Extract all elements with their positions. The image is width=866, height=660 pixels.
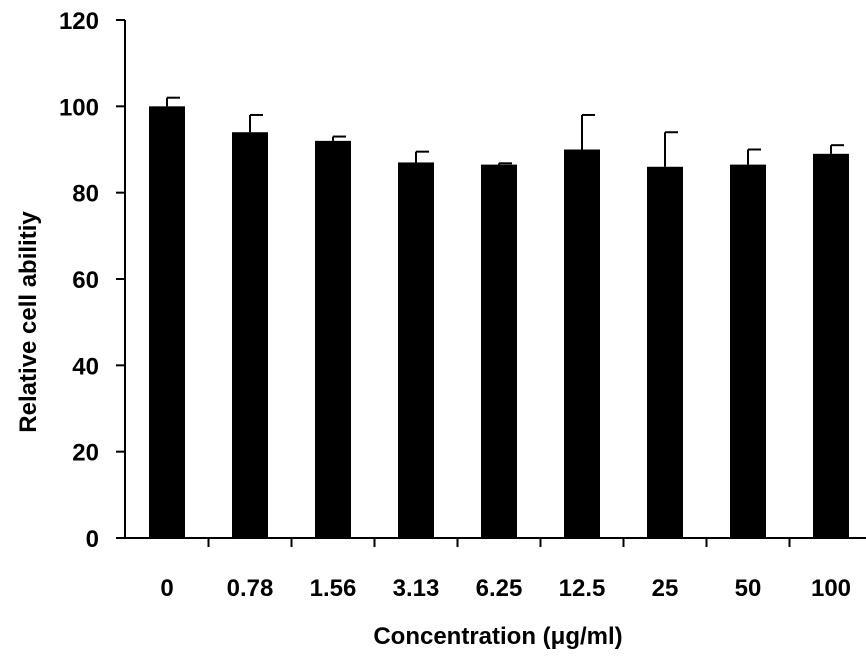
x-tick-label: 0.78 (227, 575, 274, 602)
bar (315, 140, 351, 538)
bar (813, 153, 849, 539)
x-tick-label: 0 (160, 575, 173, 602)
y-tick-label: 20 (72, 440, 99, 467)
bar (149, 106, 185, 538)
error-bars-group (166, 96, 844, 167)
bar (232, 132, 268, 538)
x-tick-label: 50 (735, 575, 762, 602)
x-tick-label: 1.56 (310, 575, 357, 602)
x-tick-label: 6.25 (476, 575, 523, 602)
y-tick-label: 120 (59, 8, 99, 35)
y-tick-label: 100 (59, 94, 99, 121)
bar (647, 166, 683, 538)
x-axis-title: Concentration (μg/ml) (373, 623, 622, 650)
x-tick-label: 12.5 (559, 575, 606, 602)
y-tick-label: 80 (72, 181, 99, 208)
x-tick-label: 100 (811, 575, 851, 602)
bars-group (149, 106, 849, 539)
bar (564, 149, 600, 538)
x-axis: 0 0.78 1.56 3.13 6.25 12.5 25 50 100 (124, 537, 866, 602)
bar (481, 164, 517, 538)
y-tick-label: 0 (86, 526, 99, 553)
x-tick-label: 3.13 (393, 575, 440, 602)
bar (730, 164, 766, 538)
x-tick-label: 25 (652, 575, 679, 602)
y-axis-title: Relative cell abilitiy (15, 211, 42, 433)
bar (398, 162, 434, 538)
y-axis: 0 20 40 60 80 100 120 (59, 8, 126, 553)
y-tick-label: 60 (72, 267, 99, 294)
y-tick-label: 40 (72, 353, 99, 380)
